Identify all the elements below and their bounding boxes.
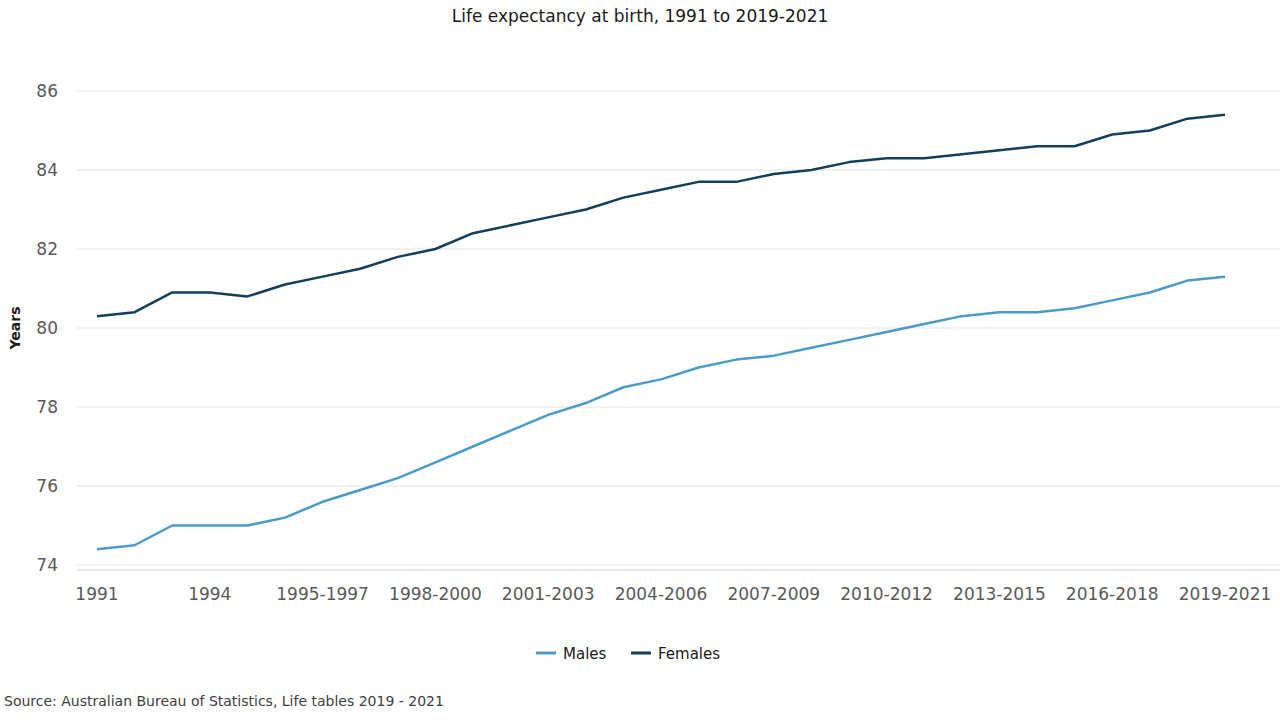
grid-line (77, 170, 1280, 171)
grid-line (77, 407, 1280, 408)
y-tick-label: 80 (36, 318, 58, 338)
x-tick-label: 1998-2000 (389, 584, 482, 604)
x-tick-label: 2010-2012 (840, 584, 933, 604)
grid-line (77, 249, 1280, 250)
grid-line (77, 486, 1280, 487)
grid-line (77, 91, 1280, 92)
x-tick-label: 2019-2021 (1179, 584, 1272, 604)
x-tick-label: 2001-2003 (502, 584, 595, 604)
source-note: Source: Australian Bureau of Statistics,… (4, 693, 444, 709)
y-tick-label: 84 (36, 160, 58, 180)
series-line (97, 115, 1225, 316)
chart: Life expectancy at birth, 1991 to 2019-2… (0, 0, 1280, 720)
x-tick-label: 1991 (75, 584, 118, 604)
lines (97, 115, 1225, 550)
legend-label: Males (563, 645, 607, 663)
y-tick-label: 86 (36, 81, 58, 101)
series-line (97, 277, 1225, 550)
legend-swatch (631, 652, 651, 655)
y-tick-label: 82 (36, 239, 58, 259)
legend-label: Females (658, 645, 720, 663)
y-axis-label: Years (7, 306, 23, 350)
x-tick-label: 1994 (188, 584, 231, 604)
grid (77, 91, 1280, 565)
x-tick-label: 2007-2009 (727, 584, 820, 604)
y-tick-label: 76 (36, 476, 58, 496)
grid-line (77, 328, 1280, 329)
x-tick-label: 1995-1997 (276, 584, 369, 604)
x-tick-label: 2013-2015 (953, 584, 1046, 604)
x-tick-label: 2004-2006 (615, 584, 708, 604)
y-tick-label: 78 (36, 397, 58, 417)
title: Life expectancy at birth, 1991 to 2019-2… (452, 6, 829, 26)
legend-swatch (536, 652, 556, 655)
grid-line (77, 565, 1280, 566)
x-axis-line (77, 570, 1280, 571)
y-tick-label: 74 (36, 555, 58, 575)
legend: Males Females (536, 645, 720, 663)
x-tick-label: 2016-2018 (1066, 584, 1159, 604)
